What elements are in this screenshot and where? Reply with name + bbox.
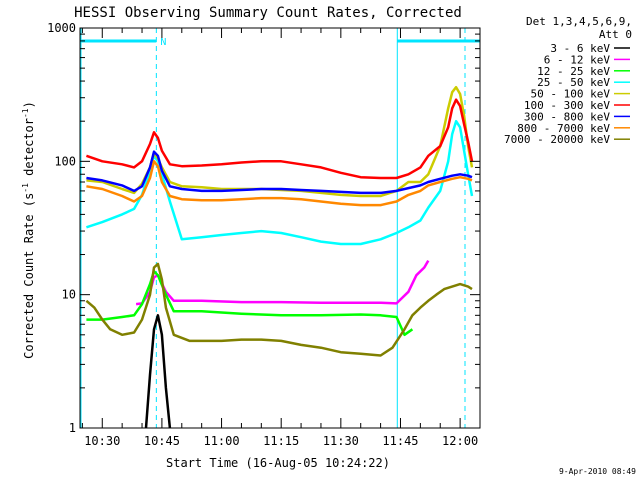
- x-tick-label-4: 11:15: [263, 434, 299, 448]
- y-axis-label: Corrected Count Rate (s-1 detector-1): [21, 101, 36, 359]
- x-tick-label-7: 12:00: [442, 434, 478, 448]
- plot-frame: [79, 27, 481, 429]
- plot-area: N: [80, 28, 480, 428]
- timestamp: 9-Apr-2010 08:49: [559, 467, 636, 476]
- series-line-3: [86, 269, 414, 337]
- x-tick-label-2: 10:45: [144, 434, 180, 448]
- chart-title: HESSI Observing Summary Count Rates, Cor…: [74, 5, 462, 21]
- x-tick-label-1: 10:30: [84, 434, 120, 448]
- x-tick-label-5: 11:30: [323, 434, 359, 448]
- x-axis-label: Start Time (16-Aug-05 10:24:22): [166, 456, 390, 470]
- y-axis-label-mid: detector: [22, 118, 36, 183]
- legend-label-1: 3 - 6 keV: [550, 42, 610, 55]
- legend-label-2: 6 - 12 keV: [544, 53, 611, 66]
- night-marker: N: [160, 37, 166, 48]
- legend-label-7: 300 - 800 keV: [524, 110, 610, 123]
- y-tick-label-4: 1000: [47, 21, 76, 35]
- legend-label-3: 12 - 25 keV: [537, 65, 610, 78]
- y-axis-label-main: Corrected Count Rate (s: [22, 193, 36, 359]
- y-tick-label-1: 1: [69, 421, 76, 435]
- y-tick-label-2: 10: [62, 288, 76, 302]
- series-line-8: [86, 160, 473, 207]
- legend-label-8: 800 - 7000 keV: [517, 122, 610, 135]
- legend-label-9: 7000 - 20000 keV: [504, 133, 610, 146]
- x-tick-label-3: 11:00: [203, 434, 239, 448]
- legend-header-line-2: Att 0: [599, 28, 632, 41]
- series-line-6: [85, 98, 474, 180]
- legend-header-line-1: Det 1,3,4,5,6,9,: [526, 15, 632, 28]
- y-axis-label-sup1: -1: [21, 183, 30, 193]
- x-tick-label-6: 11:45: [382, 434, 418, 448]
- series-line-9: [85, 262, 473, 357]
- series-line-7: [86, 150, 473, 195]
- legend-label-6: 100 - 300 keV: [524, 99, 610, 112]
- y-axis-label-sup2: -1: [21, 108, 30, 118]
- legend-label-4: 25 - 50 keV: [537, 76, 610, 89]
- series-line-1: [144, 314, 172, 428]
- y-tick-label-3: 100: [54, 154, 76, 168]
- legend-label-5: 50 - 100 keV: [531, 88, 611, 101]
- axes: 10:30 10:45 11:00 11:15 11:30 11:45 12:00 1 10 10…: [47, 21, 481, 448]
- y-axis-label-end: ): [22, 101, 36, 108]
